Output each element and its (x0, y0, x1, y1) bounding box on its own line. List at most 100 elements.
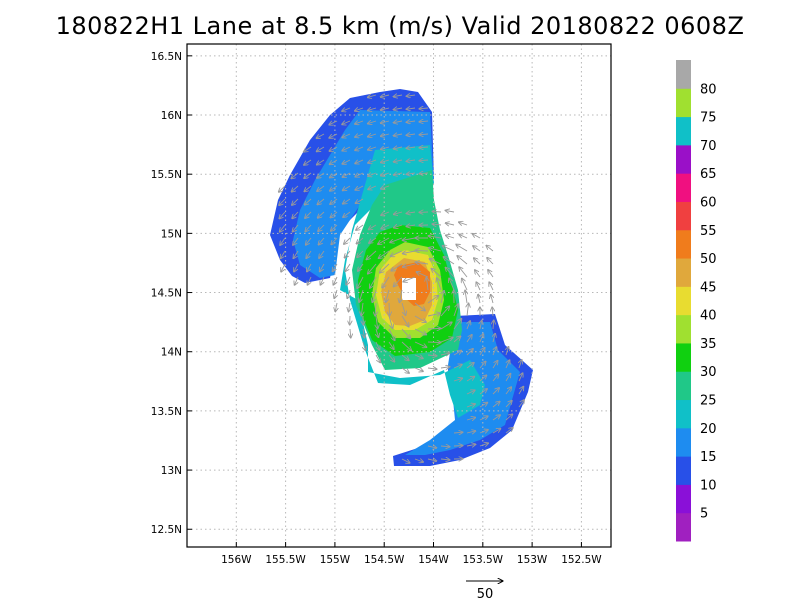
wind-vector (329, 159, 338, 164)
wind-vector (346, 276, 351, 285)
wind-vector (380, 263, 390, 273)
wind-vector (317, 198, 325, 205)
wind-vector (291, 172, 299, 179)
wind-vector (355, 134, 364, 137)
wind-vector (466, 444, 476, 446)
wind-vector (357, 250, 364, 258)
wind-vector (333, 276, 338, 285)
wind-vector (342, 121, 351, 124)
colorbar-swatch (676, 399, 691, 429)
wind-vector (479, 416, 488, 421)
wind-vector (414, 355, 423, 359)
wind-vector (393, 160, 403, 162)
wind-vector (459, 267, 468, 278)
wind-vector (393, 212, 403, 214)
grid (187, 44, 611, 547)
wind-vector (305, 224, 312, 232)
y-tick-label: 15N (161, 228, 182, 240)
wind-vector (456, 244, 468, 252)
wind-vector (488, 270, 494, 278)
wind-vector (304, 159, 312, 165)
wind-vector (466, 363, 474, 369)
wind-vector (317, 211, 325, 218)
wind-vector (505, 400, 512, 408)
wind-vector (390, 237, 403, 243)
wind-vector (334, 289, 337, 299)
colorbar-swatch (676, 88, 691, 118)
wind-vector (427, 313, 441, 316)
wind-vector (376, 328, 379, 338)
y-tick-label: 16N (161, 110, 182, 122)
wind-vector (317, 185, 325, 191)
wind-vector (332, 263, 338, 272)
wind-vector (316, 159, 325, 165)
wind-vector (380, 147, 390, 149)
wind-vector (368, 173, 377, 176)
wind-vector (342, 185, 351, 191)
wind-vector (492, 307, 493, 317)
colorbar-swatch (676, 229, 691, 259)
wind-vector (402, 251, 416, 254)
wind-vector (329, 120, 338, 125)
wind-vector (492, 415, 500, 421)
wind-vector (478, 294, 480, 304)
wind-vector (294, 263, 299, 272)
wind-vector (320, 263, 325, 272)
wind-vector (376, 341, 380, 350)
wind-vector (406, 108, 416, 109)
wind-vector (320, 276, 324, 285)
wind-vector (343, 211, 351, 217)
colorbar-label: 40 (700, 309, 717, 324)
wind-vector (459, 234, 468, 238)
wind-vector (363, 328, 365, 338)
wind-vector (393, 225, 403, 228)
wind-vector (427, 446, 437, 448)
wind-vector (480, 334, 483, 343)
wind-vector (406, 160, 416, 161)
wind-vector (428, 248, 442, 252)
wind-vector (393, 121, 403, 123)
wind-vector (432, 211, 442, 212)
wind-vector (505, 414, 513, 421)
wind-vector (381, 224, 390, 229)
x-tick-label: 154W (418, 554, 449, 566)
wind-vector (419, 108, 429, 109)
wind-vector (462, 278, 468, 291)
colorbar-swatch (676, 512, 691, 542)
wind-vector (393, 147, 403, 149)
colorbar-swatch (676, 173, 691, 202)
wind-vector (492, 401, 500, 408)
wind-vector (366, 250, 377, 260)
x-tick-label: 153W (517, 554, 548, 566)
wind-vector (427, 355, 437, 356)
wind-vector (388, 328, 395, 341)
wind-vector (380, 108, 390, 110)
wind-vector (406, 95, 416, 96)
wind-vector (479, 375, 487, 382)
colorbar-label: 50 (700, 252, 717, 267)
chart-title: 180822H1 Lane at 8.5 km (m/s) Valid 2018… (55, 12, 745, 40)
wind-vector (355, 160, 364, 164)
wind-vector (445, 267, 455, 278)
wind-vector (473, 246, 481, 252)
wind-vector (358, 263, 364, 271)
y-tick-label: 16.5N (151, 51, 182, 63)
wind-vector (368, 224, 377, 230)
wind-vector (419, 160, 429, 161)
wind-vector (306, 250, 312, 259)
y-tick-label: 12.5N (151, 524, 182, 536)
wind-vector (440, 322, 452, 330)
colorbar-label: 65 (700, 167, 717, 182)
wind-vector (281, 263, 286, 272)
wind-vector (428, 236, 442, 238)
wind-vector (380, 160, 390, 163)
colorbar-swatch (676, 201, 691, 231)
wind-vector (457, 256, 468, 265)
wind-vector (368, 186, 377, 190)
wind-vector (342, 146, 351, 151)
colorbar-swatch (676, 60, 691, 89)
wind-vector (466, 390, 475, 395)
wind-vector (402, 263, 416, 267)
wind-vector (355, 121, 364, 124)
wind-vector (429, 259, 442, 265)
